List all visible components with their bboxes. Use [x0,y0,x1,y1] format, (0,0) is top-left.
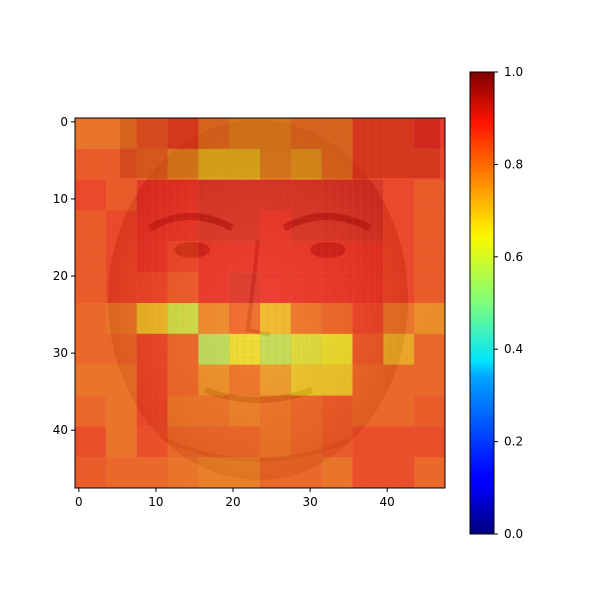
y-tick-label: 30 [53,346,68,360]
y-tick-label: 20 [53,269,68,283]
plot-area [75,118,445,488]
y-tick-label: 40 [53,423,68,437]
x-tick-label: 20 [225,495,240,509]
plot-frame [74,117,446,489]
colorbar-tick-label: 0.4 [504,342,523,356]
x-tick-label: 40 [380,495,395,509]
x-tick-label: 10 [148,495,163,509]
colorbar-tick-label: 0.0 [504,527,523,541]
y-tick-label: 10 [53,192,68,206]
colorbar-tick-label: 1.0 [504,65,523,79]
colorbar-tick-label: 0.8 [504,157,523,171]
colorbar-gradient [469,71,495,535]
x-tick-label: 0 [75,495,83,509]
colorbar-tick-label: 0.6 [504,250,523,264]
y-tick-label: 0 [60,115,68,129]
colorbar: 0.0 0.2 0.4 0.6 0.8 1.0 [469,65,523,541]
x-axis: 0 10 20 30 40 [75,488,395,509]
colorbar-tick-label: 0.2 [504,435,523,449]
y-axis: 0 10 20 30 40 [53,115,75,437]
colorbar-ticks: 0.0 0.2 0.4 0.6 0.8 1.0 [494,65,523,541]
x-tick-label: 30 [302,495,317,509]
